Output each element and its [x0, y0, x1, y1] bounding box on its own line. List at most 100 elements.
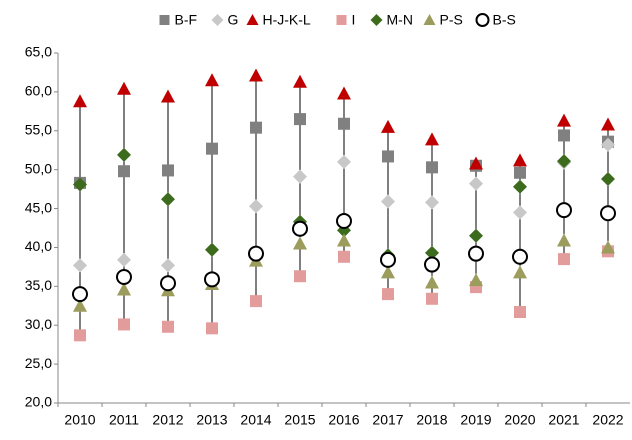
point	[338, 250, 350, 263]
legend-marker	[475, 13, 490, 27]
point	[425, 195, 439, 210]
point	[162, 320, 174, 333]
y-tick-label: 65,0	[25, 44, 52, 60]
y-tick-label: 50,0	[25, 160, 52, 176]
legend-label: M-N	[387, 12, 413, 28]
x-tick-label: 2010	[64, 412, 95, 428]
point	[293, 236, 307, 250]
x-tick-label: 2022	[592, 412, 623, 428]
legend-marker	[159, 15, 170, 25]
point	[557, 113, 571, 127]
point	[513, 179, 527, 194]
point	[294, 113, 306, 126]
x-tick-label: 2020	[504, 412, 535, 428]
point	[249, 199, 263, 214]
point	[118, 165, 130, 178]
x-tick-label: 2019	[460, 412, 491, 428]
point	[381, 265, 395, 279]
point	[558, 253, 570, 266]
x-tick-label: 2015	[284, 412, 315, 428]
point	[249, 68, 263, 82]
point	[161, 192, 175, 207]
point	[117, 81, 131, 95]
x-tick-label: 2018	[416, 412, 447, 428]
legend-marker	[370, 14, 383, 26]
point	[338, 117, 350, 130]
point	[513, 205, 527, 220]
point	[601, 137, 615, 152]
point	[558, 129, 570, 142]
legend-label: P-S	[440, 12, 463, 28]
point	[382, 150, 394, 163]
point	[381, 194, 395, 209]
point	[514, 306, 526, 318]
x-tick-label: 2016	[328, 412, 359, 428]
point	[381, 119, 395, 133]
point	[118, 318, 130, 331]
legend-label: G	[228, 12, 239, 28]
legend-label: I	[352, 12, 356, 28]
x-tick-label: 2011	[109, 412, 139, 428]
point	[601, 172, 615, 186]
point	[382, 288, 394, 301]
point	[469, 176, 483, 191]
point	[512, 248, 528, 265]
point	[206, 142, 218, 155]
point	[424, 256, 440, 273]
point	[469, 228, 483, 243]
legend-label: B-S	[493, 12, 516, 28]
x-tick-label: 2017	[372, 412, 403, 428]
point	[116, 269, 132, 285]
point	[72, 286, 88, 303]
y-tick-label: 30,0	[25, 316, 52, 332]
point	[469, 156, 483, 170]
point	[160, 275, 176, 292]
point	[117, 282, 131, 296]
point	[250, 121, 262, 134]
point	[250, 295, 262, 308]
point	[426, 292, 438, 305]
point	[73, 177, 87, 192]
point	[601, 240, 615, 254]
y-tick-label: 40,0	[25, 238, 52, 254]
point	[426, 161, 438, 174]
legend-marker	[211, 14, 224, 26]
point	[337, 233, 351, 247]
y-tick-label: 60,0	[25, 83, 52, 99]
point	[600, 205, 616, 222]
point	[248, 245, 264, 262]
point	[294, 270, 306, 283]
point	[73, 298, 87, 312]
legend-marker	[423, 14, 436, 25]
point	[161, 258, 175, 273]
x-tick-label: 2012	[152, 412, 183, 428]
legend-label: H-J-K-L	[263, 12, 311, 28]
y-tick-label: 25,0	[25, 355, 52, 371]
point	[557, 154, 571, 169]
point	[293, 74, 307, 88]
point	[204, 271, 220, 288]
point	[73, 94, 87, 108]
point	[336, 213, 352, 229]
legend-marker	[336, 15, 347, 25]
point	[425, 132, 439, 146]
point	[514, 166, 526, 179]
y-tick-label: 20,0	[25, 394, 52, 410]
point	[513, 153, 527, 167]
point	[337, 86, 351, 100]
point	[293, 169, 307, 184]
x-tick-label: 2021	[548, 412, 579, 428]
point	[380, 251, 396, 268]
y-tick-label: 35,0	[25, 277, 52, 293]
point	[425, 275, 439, 289]
point	[513, 265, 527, 279]
x-tick-label: 2013	[196, 412, 227, 428]
point	[161, 89, 175, 103]
point	[205, 242, 219, 257]
point	[425, 245, 439, 260]
legend-marker	[246, 14, 259, 25]
legend-label: B-F	[175, 12, 198, 28]
point	[557, 233, 571, 247]
point	[205, 73, 219, 87]
